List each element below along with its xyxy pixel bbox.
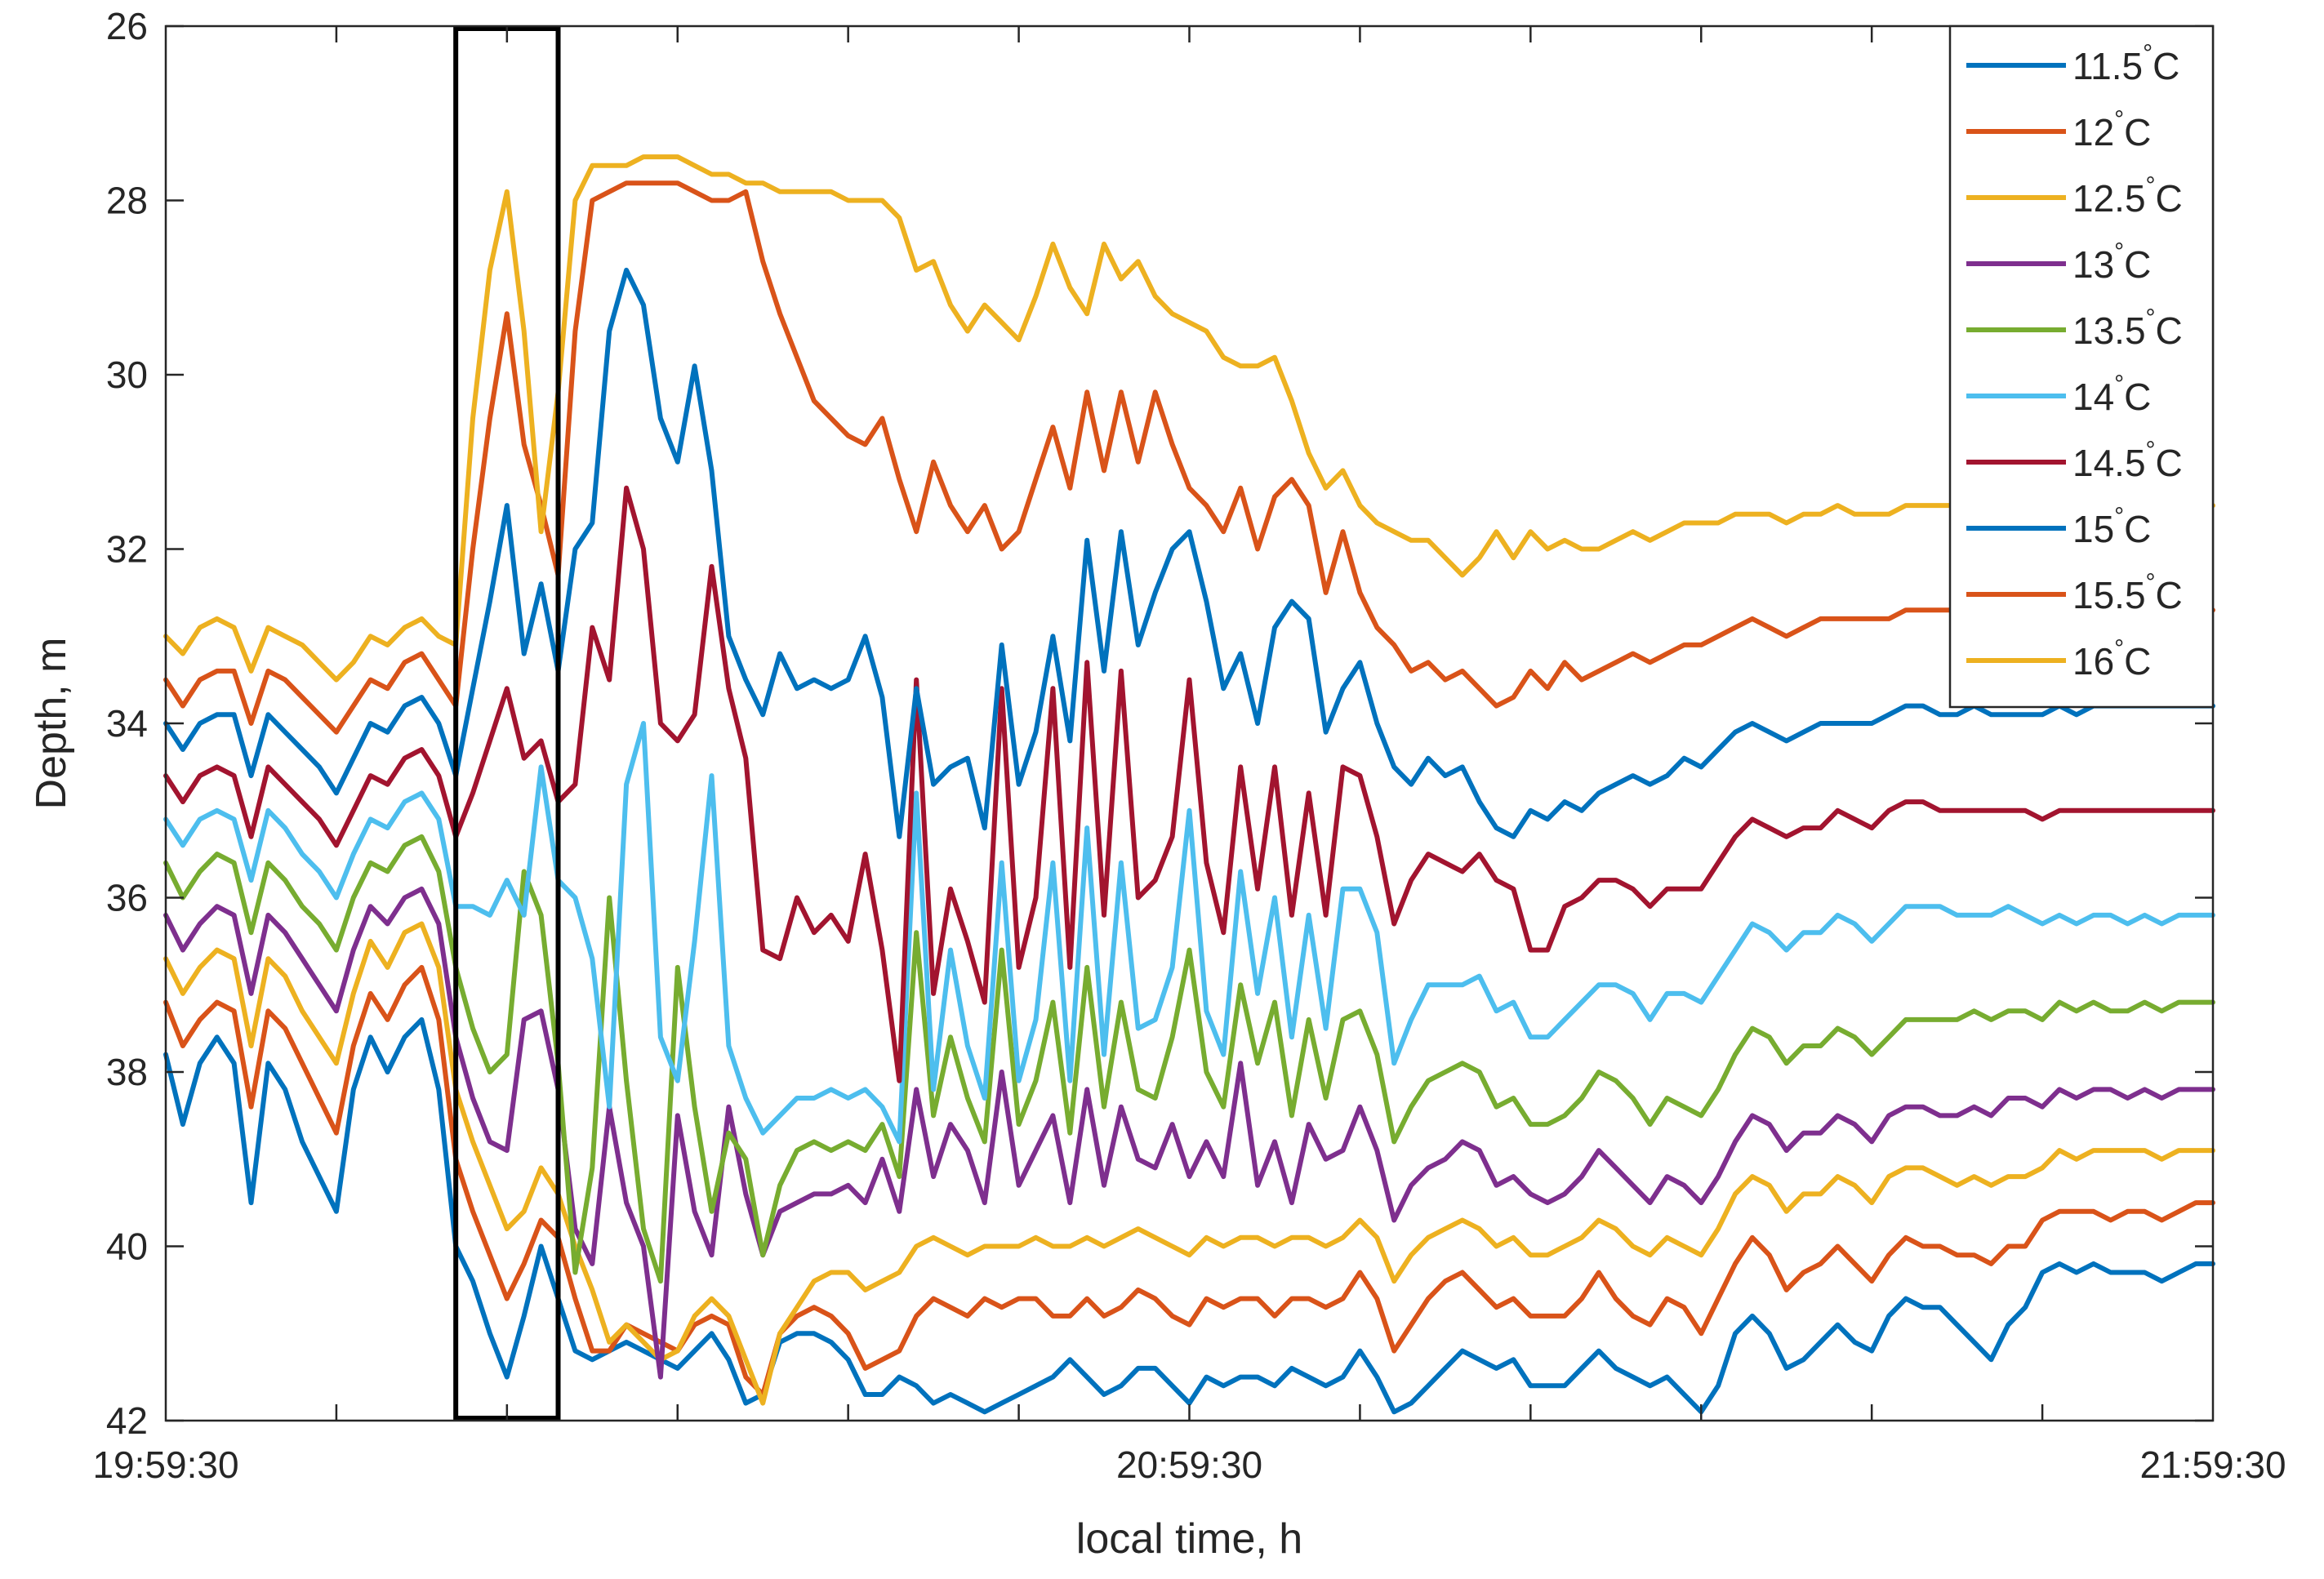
x-tick-label: 21:59:30 <box>2139 1443 2286 1486</box>
y-tick-label: 28 <box>106 180 148 222</box>
legend-value: 15.5 <box>2072 574 2146 616</box>
series-line-15-5 <box>163 180 2215 735</box>
legend-unit: C <box>2156 177 2183 220</box>
y-tick-label: 40 <box>106 1225 148 1268</box>
legend-unit: C <box>2156 309 2183 352</box>
legend-value: 14.5 <box>2072 442 2146 484</box>
legend-label: 14.5°C <box>2072 437 2183 484</box>
y-tick-label: 42 <box>106 1399 148 1442</box>
x-axis-label: local time, h <box>1076 1515 1302 1563</box>
legend-label: 16°C <box>2072 635 2151 683</box>
legend-unit: C <box>2156 442 2183 484</box>
y-tick-label: 26 <box>106 5 148 47</box>
legend-unit: C <box>2153 45 2179 87</box>
legend-value: 15 <box>2072 508 2114 550</box>
series-line-13-5 <box>163 834 2215 1284</box>
series-line-14-5 <box>163 485 2215 1083</box>
y-tick-label: 34 <box>106 702 148 745</box>
legend-label: 13.5°C <box>2072 305 2183 352</box>
legend-degree: ° <box>2146 569 2156 596</box>
legend-degree: ° <box>2143 40 2153 67</box>
y-axis-label: Depth, m <box>28 638 75 810</box>
y-tick-label: 38 <box>106 1051 148 1093</box>
legend-value: 16 <box>2072 640 2114 683</box>
legend-degree: ° <box>2146 437 2156 464</box>
x-tick-label: 20:59:30 <box>1116 1443 1262 1486</box>
legend-unit: C <box>2124 111 2151 153</box>
legend: 11.5°C12°C12.5°C13°C13.5°C14°C14.5°C15°C… <box>1948 24 2215 709</box>
x-tick-label: 19:59:30 <box>92 1443 238 1486</box>
legend-value: 11.5 <box>2072 45 2143 87</box>
y-tick-label: 30 <box>106 354 148 396</box>
legend-label: 15°C <box>2072 503 2151 550</box>
legend-unit: C <box>2124 243 2151 286</box>
legend-degree: ° <box>2114 106 2124 133</box>
legend-label: 11.5°C <box>2072 40 2179 87</box>
legend-label: 14°C <box>2072 371 2151 418</box>
legend-value: 13.5 <box>2072 309 2146 352</box>
legend-degree: ° <box>2114 371 2124 398</box>
legend-label: 15.5°C <box>2072 569 2183 616</box>
legend-unit: C <box>2124 508 2151 550</box>
y-tick-label: 32 <box>106 528 148 571</box>
legend-degree: ° <box>2114 238 2124 265</box>
series-line-15 <box>163 267 2215 839</box>
legend-value: 12 <box>2072 111 2114 153</box>
series-layer <box>163 154 2215 1415</box>
legend-value: 12.5 <box>2072 177 2146 220</box>
series-line-13 <box>163 886 2215 1380</box>
series-line-14 <box>163 721 2215 1145</box>
legend-value: 14 <box>2072 376 2114 418</box>
legend-label: 12.5°C <box>2072 172 2183 220</box>
legend-unit: C <box>2124 640 2151 683</box>
legend-unit: C <box>2124 376 2151 418</box>
series-line-16 <box>163 154 2215 683</box>
legend-degree: ° <box>2146 172 2156 199</box>
y-tick-label: 36 <box>106 877 148 919</box>
series-line-12 <box>163 964 2215 1397</box>
legend-value: 13 <box>2072 243 2114 286</box>
legend-degree: ° <box>2146 305 2156 331</box>
legend-degree: ° <box>2114 503 2124 530</box>
legend-label: 13°C <box>2072 238 2151 286</box>
legend-unit: C <box>2156 574 2183 616</box>
legend-degree: ° <box>2114 635 2124 662</box>
legend-label: 12°C <box>2072 106 2151 153</box>
series-line-12-5 <box>163 921 2215 1406</box>
series-line-11-5 <box>163 1016 2215 1415</box>
